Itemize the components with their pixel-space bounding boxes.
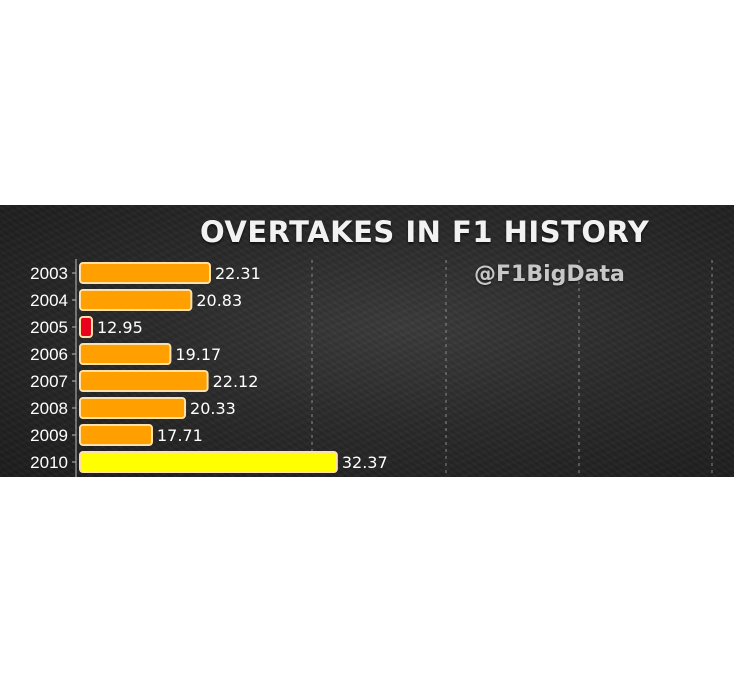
value-label-2009: 17.71	[157, 426, 203, 445]
value-label-2010: 32.37	[342, 453, 388, 472]
y-tick-label: 2010	[30, 453, 68, 472]
bar-2003	[79, 262, 211, 284]
y-tick-label: 2008	[30, 399, 68, 418]
bar-2005	[79, 316, 93, 338]
chart-title: OVERTAKES IN F1 HISTORY	[200, 215, 650, 249]
bar-2010	[79, 451, 338, 473]
chart-panel: OVERTAKES IN F1 HISTORY 2003 22.31 2004 20.…	[0, 205, 734, 477]
bar-2004	[79, 289, 193, 311]
value-label-2006: 19.17	[175, 345, 221, 364]
bar-2009	[79, 424, 153, 446]
bar-2007	[79, 370, 209, 392]
bar-2008	[79, 397, 187, 419]
y-tick-label: 2005	[30, 318, 68, 337]
y-tick-label: 2003	[30, 264, 68, 283]
value-label-2005: 12.95	[97, 318, 143, 337]
bar-2006	[79, 343, 172, 365]
y-tick-label: 2006	[30, 345, 68, 364]
y-tick-label: 2009	[30, 426, 68, 445]
value-label-2004: 20.83	[196, 291, 242, 310]
value-label-2007: 22.12	[213, 372, 259, 391]
value-label-2003: 22.31	[215, 264, 261, 283]
watermark-handle: @F1BigData	[474, 262, 625, 287]
bar-chart: 2003 22.31 2004 20.83 2005 12.95 2006 19.17 2007…	[30, 259, 713, 477]
value-label-2008: 20.33	[190, 399, 236, 418]
y-tick-label: 2004	[30, 291, 68, 310]
y-tick-label: 2007	[30, 372, 68, 391]
